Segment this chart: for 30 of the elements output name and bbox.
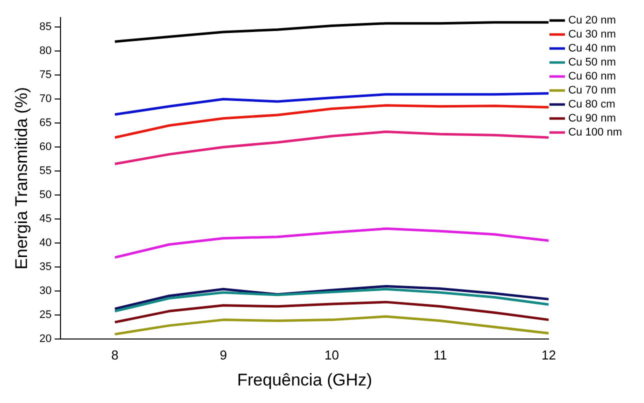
- x-tick-label: 8: [111, 347, 118, 362]
- y-tick-label: 65: [39, 117, 52, 130]
- legend-label: Cu 50 nm: [568, 56, 616, 69]
- y-tick-label: 80: [39, 45, 52, 58]
- x-tick-label: 11: [433, 347, 447, 362]
- y-tick-label: 50: [39, 189, 52, 202]
- legend-label: Cu 70 nm: [568, 84, 616, 97]
- y-tick-label: 35: [39, 261, 52, 274]
- legend-label: Cu 100 nm: [568, 126, 622, 139]
- y-tick-label: 75: [39, 69, 52, 82]
- y-tick-label: 70: [39, 93, 52, 106]
- y-tick-label: 45: [39, 213, 52, 226]
- legend-label: Cu 30 nm: [568, 28, 616, 41]
- y-tick-label: 55: [39, 165, 52, 178]
- legend-label: Cu 20 nm: [568, 14, 616, 27]
- legend-label: Cu 90 nm: [568, 112, 616, 125]
- y-tick-label: 60: [39, 141, 52, 154]
- y-axis-title: Energia Transmitida (%): [12, 87, 31, 270]
- y-tick-label: 85: [39, 21, 52, 34]
- legend-label: Cu 60 nm: [568, 70, 616, 83]
- x-axis-title: Frequência (GHz): [237, 370, 372, 390]
- y-tick-label: 25: [39, 309, 52, 322]
- x-tick-label: 12: [541, 347, 556, 362]
- x-tick-label: 9: [220, 347, 227, 362]
- legend-label: Cu 80 cm: [568, 98, 616, 111]
- x-tick-label: 10: [324, 347, 340, 362]
- y-tick-label: 40: [39, 237, 52, 250]
- y-tick-label: 20: [39, 333, 52, 346]
- y-tick-label: 30: [39, 285, 52, 298]
- legend-label: Cu 40 nm: [568, 42, 616, 55]
